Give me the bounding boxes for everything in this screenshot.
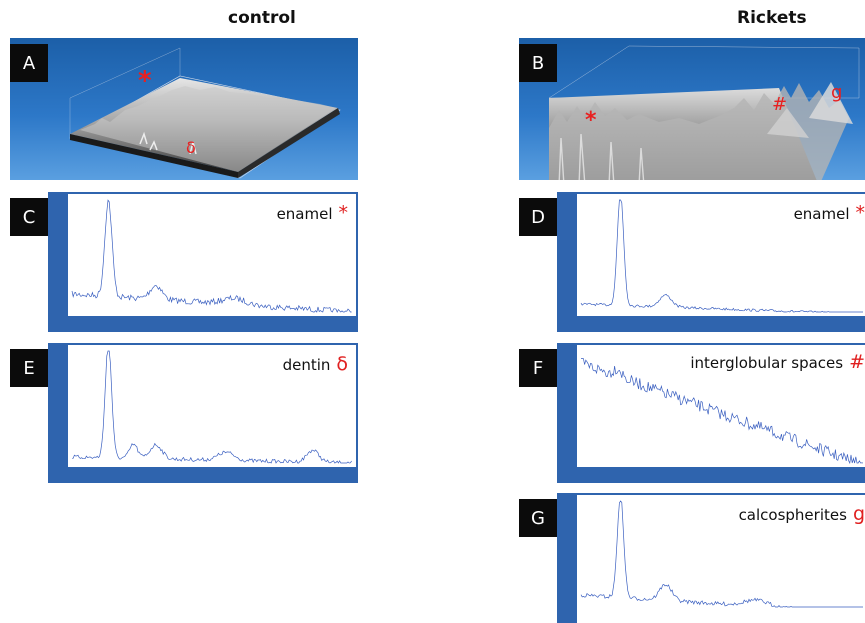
spectrum-g-label: calcospherites g <box>739 503 865 525</box>
spectrum-f-label-text: interglobular spaces <box>690 354 844 372</box>
panel-d: D enamel * <box>519 192 865 332</box>
rickets-column-title: Rickets <box>737 8 807 28</box>
spectrum-trace <box>71 199 352 313</box>
x-axis-strip <box>559 316 865 330</box>
spectrum-d-plot <box>580 199 863 313</box>
surface-plot-control: * δ <box>10 38 358 180</box>
spectrum-d-symbol: * <box>855 202 865 224</box>
spectrum-f-plot <box>581 358 864 465</box>
surface-plot-rickets: * # g <box>519 38 865 180</box>
panel-e-label: E <box>10 349 48 387</box>
spectrum-f-symbol: # <box>849 351 865 373</box>
spectrum-d-label: enamel * <box>794 202 865 224</box>
spectrum-g-label-text: calcospherites <box>738 506 847 524</box>
panel-f: F interglobular spaces # <box>519 343 865 483</box>
spectrum-e-symbol: δ <box>336 353 348 375</box>
panel-d-label: D <box>519 198 557 236</box>
spectrum-d-label-text: enamel <box>793 205 850 223</box>
panel-a: A * δ <box>10 38 358 180</box>
panel-c-label: C <box>10 198 48 236</box>
x-axis-strip <box>50 467 356 481</box>
spectrum-g-plot <box>580 500 863 608</box>
control-column-title: control <box>228 8 296 28</box>
spectrum-enamel-rickets: enamel * <box>557 192 865 332</box>
panel-b: B * # g <box>519 38 865 180</box>
x-axis-strip <box>50 316 356 330</box>
panel-e: E dentin δ <box>10 343 358 483</box>
interglobular-marker: # <box>772 94 788 115</box>
surface-plot-rickets-graphic <box>548 45 860 180</box>
spectrum-dentin-control: dentin δ <box>48 343 358 483</box>
spectrum-e-label-text: dentin <box>282 356 331 374</box>
panel-g: G calcospherites g <box>519 493 865 623</box>
y-axis-strip <box>559 345 577 481</box>
panel-g-label: G <box>519 499 557 537</box>
spectrum-trace <box>71 350 352 464</box>
enamel-marker-control: * <box>138 66 152 96</box>
spectrum-calcospherites: calcospherites g <box>557 493 865 623</box>
spectrum-interglobular: interglobular spaces # <box>557 343 865 483</box>
dentin-marker-control: δ <box>186 138 196 157</box>
spectrum-c-plot <box>71 199 352 313</box>
y-axis-strip <box>50 345 68 481</box>
x-axis-strip <box>559 467 865 481</box>
y-axis-strip <box>50 194 68 330</box>
spectrum-trace <box>581 358 864 465</box>
spectrum-trace <box>580 500 863 608</box>
y-axis-strip <box>559 194 577 330</box>
spectrum-c-label: enamel * <box>277 202 348 224</box>
panel-f-label: F <box>519 349 557 387</box>
spectrum-g-symbol: g <box>852 503 865 525</box>
spectrum-enamel-control: enamel * <box>48 192 358 332</box>
spectrum-f-label: interglobular spaces # <box>690 351 865 373</box>
surface-plot-control-graphic <box>69 47 341 179</box>
spectrum-e-label: dentin δ <box>283 353 348 375</box>
spectrum-c-label-text: enamel <box>276 205 333 223</box>
y-axis-strip <box>559 495 577 623</box>
calcospherite-marker: g <box>831 82 843 103</box>
panel-b-label: B <box>519 44 557 82</box>
spectrum-e-plot <box>71 350 352 464</box>
spectrum-trace <box>580 199 863 313</box>
enamel-marker-rickets: * <box>585 108 597 133</box>
panel-c: C enamel * <box>10 192 358 332</box>
spectrum-c-symbol: * <box>338 202 349 224</box>
panel-a-label: A <box>10 44 48 82</box>
